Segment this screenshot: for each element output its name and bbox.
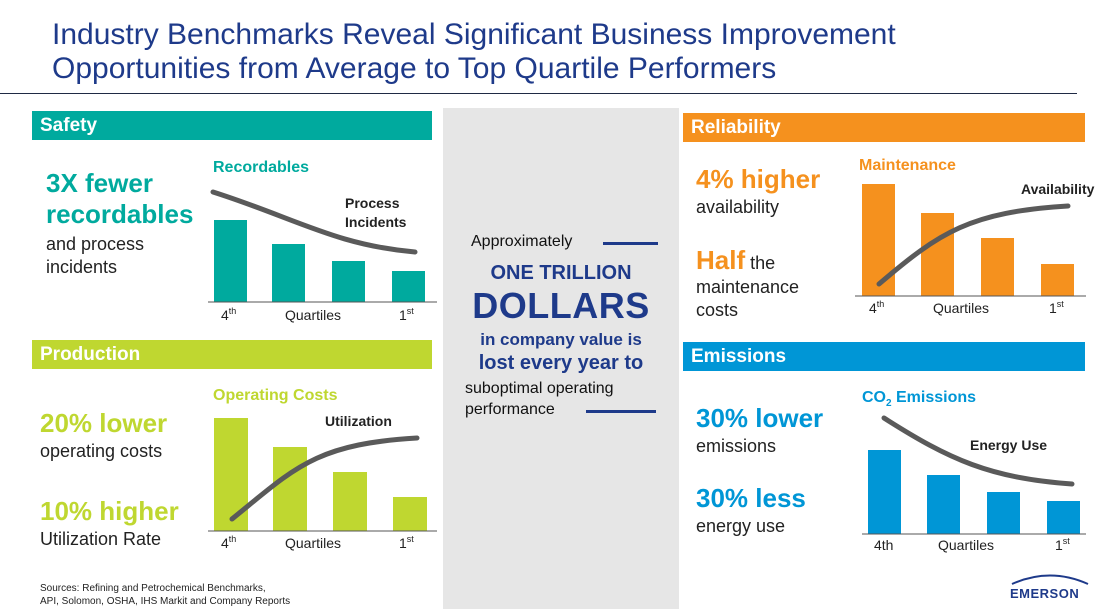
energy-use-curve <box>881 415 1075 487</box>
maintenance-chart-title: Maintenance <box>859 157 956 174</box>
production-big-1: 20% lower <box>40 408 168 438</box>
x-label-quartiles: Quartiles <box>933 300 989 316</box>
x-label-quartiles: Quartiles <box>285 535 341 551</box>
emissions-small-1: emissions <box>696 436 777 456</box>
reliability-small-2b: costs <box>696 300 739 320</box>
energy-use-label: Energy Use <box>970 437 1047 453</box>
co2-bar-4th <box>868 450 901 534</box>
recordables-bar-3rd <box>272 244 305 302</box>
sources-line-2: API, Solomon, OSHA, IHS Markit and Compa… <box>40 596 291 607</box>
center-one-trillion: ONE TRILLION <box>490 262 632 284</box>
center-lines-3-4: suboptimal operating performance <box>465 378 614 420</box>
x-label-1st: 1st <box>1049 299 1064 316</box>
availability-curve <box>876 203 1071 287</box>
x-label-1st: 1st <box>399 306 414 323</box>
center-dollars: DOLLARS <box>472 285 650 326</box>
x-label-4th: 4th <box>874 537 893 553</box>
emissions-header: Emissions <box>683 342 1085 371</box>
safety-big-line-1: 3X fewer <box>46 168 153 198</box>
page-title: Industry Benchmarks Reveal Significant B… <box>52 18 1052 86</box>
safety-small-line-2: incidents <box>46 257 118 277</box>
process-incidents-label-2: Incidents <box>345 214 407 230</box>
operating-costs-bar-4th <box>214 418 248 531</box>
emissions-big-1: 30% lower <box>696 403 824 433</box>
center-rule-bottom <box>586 410 656 413</box>
emerson-logo: EMERSON <box>1010 573 1090 601</box>
reliability-small-1: availability <box>696 197 780 217</box>
operating-costs-chart-title: Operating Costs <box>213 387 338 404</box>
center-panel <box>443 108 679 609</box>
utilization-label: Utilization <box>325 413 392 429</box>
center-approximately: Approximately <box>471 233 573 250</box>
co2-emissions-chart-title: CO2 Emissions <box>862 389 976 409</box>
emerson-logo-mark <box>1011 574 1089 585</box>
recordables-chart: Recordables Process Incidents 4th Quarti… <box>208 159 437 323</box>
safety-big-text: 3X fewer recordables <box>46 168 193 230</box>
x-label-4th: 4th <box>221 306 236 323</box>
center-line-1: in company value is <box>480 330 642 349</box>
x-label-1st: 1st <box>399 534 414 551</box>
center-line-3: suboptimal operating <box>465 380 614 397</box>
emissions-big-2: 30% less <box>696 483 806 513</box>
co2-bar-3rd <box>927 475 960 534</box>
safety-small-line-1: and process <box>46 234 145 254</box>
safety-detail-text: and process incidents <box>46 233 144 279</box>
reliability-big-2: Half <box>696 245 746 275</box>
production-header: Production <box>32 340 432 369</box>
center-rule-top <box>603 242 658 245</box>
production-big-2: 10% higher <box>40 496 179 526</box>
co2-emissions-chart: CO2 Emissions Energy Use 4th Quartiles 1… <box>862 389 1086 553</box>
title-line-2: Opportunities from Average to Top Quarti… <box>52 52 777 85</box>
production-small-1: operating costs <box>40 441 163 461</box>
operating-costs-bar-1st <box>393 497 427 531</box>
reliability-header: Reliability <box>683 113 1085 142</box>
process-incidents-curve <box>210 189 418 255</box>
reliability-big-2-tail: the <box>745 253 776 273</box>
maintenance-bar-2nd <box>981 238 1014 296</box>
title-line-1: Industry Benchmarks Reveal Significant B… <box>52 18 896 51</box>
utilization-curve <box>229 435 420 522</box>
center-line-4: performance <box>465 401 555 418</box>
operating-costs-bar-3rd <box>273 447 307 531</box>
co2-bar-1st <box>1047 501 1080 534</box>
x-label-1st: 1st <box>1055 536 1070 553</box>
title-divider <box>0 93 1077 94</box>
recordables-bar-2nd <box>332 261 365 302</box>
maintenance-bar-3rd <box>921 213 954 296</box>
reliability-half: Half the <box>696 245 775 276</box>
co2-bar-2nd <box>987 492 1020 534</box>
x-label-quartiles: Quartiles <box>938 537 994 553</box>
safety-header: Safety <box>32 111 432 140</box>
reliability-small-2a: maintenance <box>696 277 800 297</box>
x-label-quartiles: Quartiles <box>285 307 341 323</box>
production-small-2: Utilization Rate <box>40 529 162 549</box>
recordables-bar-4th <box>214 220 247 302</box>
reliability-big-1: 4% higher <box>696 164 821 194</box>
sources-line-1: Sources: Refining and Petrochemical Benc… <box>40 583 266 594</box>
emerson-logo-text: EMERSON <box>1010 586 1080 601</box>
x-label-4th: 4th <box>869 299 884 316</box>
process-incidents-label-1: Process <box>345 195 400 211</box>
operating-costs-bar-2nd <box>333 472 367 531</box>
reliability-small-2: maintenance costs <box>696 276 799 322</box>
recordables-chart-title: Recordables <box>213 159 309 176</box>
safety-big-line-2: recordables <box>46 199 194 229</box>
recordables-bar-1st <box>392 271 425 302</box>
sources-note: Sources: Refining and Petrochemical Benc… <box>40 582 290 608</box>
maintenance-bar-4th <box>862 184 895 296</box>
availability-label: Availability <box>1021 181 1095 197</box>
operating-costs-chart: Operating Costs Utilization 4th Quartile… <box>208 387 437 551</box>
maintenance-bar-1st <box>1041 264 1074 296</box>
center-line-2: lost every year to <box>478 352 644 374</box>
emissions-small-2: energy use <box>696 516 786 536</box>
maintenance-chart: Maintenance Availability 4th Quartiles 1… <box>855 157 1095 316</box>
x-label-4th: 4th <box>221 534 236 551</box>
